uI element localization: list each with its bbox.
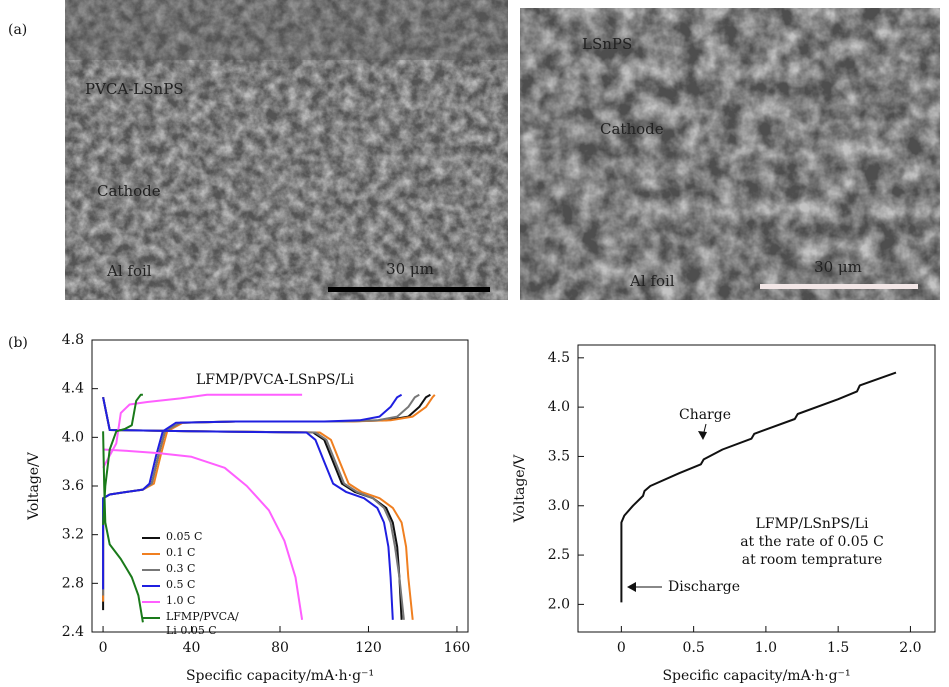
legend-entry: 0.1 C	[142, 546, 246, 562]
image-label: PVCA-LSnPS	[85, 80, 184, 98]
annotation: at room temprature	[742, 552, 883, 568]
legend: 0.05 C 0.1 C 0.3 C 0.5 C 1.0 C LFMP/PVCA/ Li …	[142, 530, 246, 626]
scale-bar-label: 30 μm	[386, 260, 434, 278]
x-tick-label: 40	[183, 640, 201, 656]
image-label: Al foil	[106, 262, 152, 280]
legend-swatch	[142, 617, 160, 619]
legend-swatch	[142, 537, 160, 539]
y-axis-label: Voltage/V	[26, 451, 42, 521]
x-tick-label: 1.0	[755, 640, 777, 656]
scale-bar-label: 30 μm	[814, 258, 862, 276]
scale-bar	[328, 287, 490, 292]
image-label: LSnPS	[582, 35, 632, 53]
image-label: Cathode	[97, 182, 161, 200]
x-tick-label: 0	[99, 640, 108, 656]
legend-entry: 1.0 C	[142, 594, 246, 610]
y-tick-label: 4.0	[62, 429, 84, 445]
image-label: Al foil	[629, 272, 675, 290]
y-tick-label: 4.5	[548, 350, 570, 366]
scale-bar	[760, 284, 918, 289]
x-axis-label: Specific capacity/mA·h·g⁻¹	[662, 668, 850, 684]
legend-entry: 0.3 C	[142, 562, 246, 578]
panel-label: (b)	[8, 335, 28, 351]
y-tick-label: 4.0	[548, 399, 570, 415]
image-label: Cathode	[600, 120, 664, 138]
legend-label: 0.1 C	[166, 546, 246, 560]
annotation: at the rate of 0.05 C	[740, 534, 884, 550]
annotation: Charge	[679, 407, 731, 423]
image-texture	[65, 0, 508, 60]
figure: (a) (b) PVCA-LSnPS Cathode Al foil 30 μm…	[0, 0, 949, 687]
x-tick-label: 1.5	[827, 640, 849, 656]
x-tick-label: 80	[271, 640, 289, 656]
panel-label: (a)	[8, 22, 27, 38]
annotation-arrowhead	[698, 431, 707, 440]
y-tick-label: 3.0	[548, 498, 570, 514]
chart-title: LFMP/PVCA-LSnPS/Li	[196, 372, 354, 388]
legend-entry: 0.05 C	[142, 530, 246, 546]
y-tick-label: 2.5	[548, 547, 570, 563]
x-tick-label: 160	[444, 640, 471, 656]
legend-swatch	[142, 585, 160, 587]
legend-label: 0.3 C	[166, 562, 246, 576]
legend-entry: LFMP/PVCA/ Li 0.05 C	[142, 610, 246, 626]
y-tick-label: 3.2	[62, 527, 84, 543]
legend-entry: 0.5 C	[142, 578, 246, 594]
y-tick-label: 3.6	[62, 478, 84, 494]
y-tick-label: 2.8	[62, 575, 84, 591]
legend-label: 1.0 C	[166, 594, 246, 608]
legend-label: 0.05 C	[166, 530, 246, 544]
y-tick-label: 4.8	[62, 332, 84, 348]
legend-label: LFMP/PVCA/ Li 0.05 C	[166, 610, 246, 638]
legend-swatch	[142, 569, 160, 571]
annotation: LFMP/LSnPS/Li	[756, 516, 869, 532]
y-tick-label: 2.0	[548, 596, 570, 612]
x-tick-label: 2.0	[899, 640, 921, 656]
legend-label: 0.5 C	[166, 578, 246, 592]
y-axis-label: Voltage/V	[512, 454, 528, 524]
annotation-arrowhead	[627, 582, 636, 592]
sem-image: LSnPS Cathode Al foil 30 μm	[520, 8, 940, 300]
y-tick-label: 2.4	[62, 624, 84, 640]
x-tick-label: 0.5	[682, 640, 704, 656]
x-axis-label: Specific capacity/mA·h·g⁻¹	[186, 668, 374, 684]
y-tick-label: 3.5	[548, 448, 570, 464]
legend-swatch	[142, 601, 160, 603]
annotation: Discharge	[668, 579, 740, 595]
x-tick-label: 120	[355, 640, 382, 656]
sem-image: PVCA-LSnPS Cathode Al foil 30 μm	[65, 0, 508, 300]
y-tick-label: 4.4	[62, 381, 84, 397]
x-tick-label: 0	[617, 640, 626, 656]
legend-swatch	[142, 553, 160, 555]
